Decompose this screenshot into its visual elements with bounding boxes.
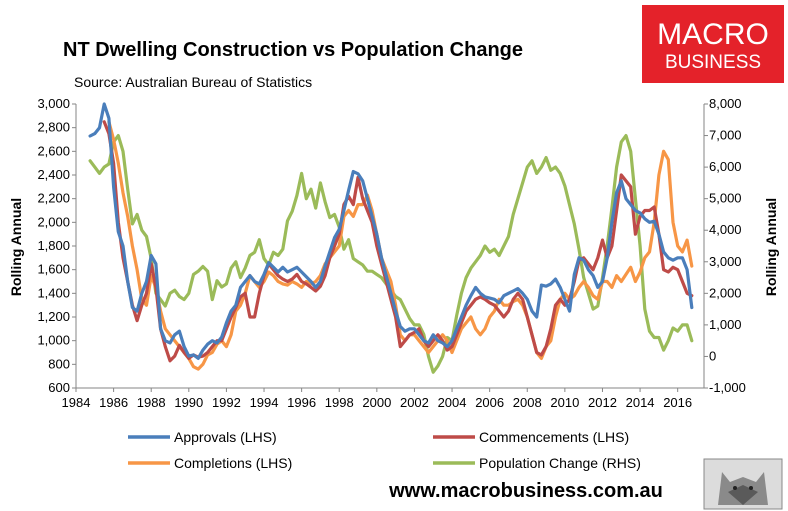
x-tick-label: 2006: [475, 395, 504, 410]
x-tick-label: 2002: [400, 395, 429, 410]
y-left-tick-label: 1,400: [37, 285, 70, 300]
x-tick-label: 1988: [137, 395, 166, 410]
y-left-tick-label: 2,400: [37, 167, 70, 182]
y-left-tick-label: 1,200: [37, 309, 70, 324]
y-left-tick-label: 1,000: [37, 333, 70, 348]
axes: 3,000 2,800 2,600 2,400 2,200 2,000 1,800 1,600…: [37, 96, 745, 410]
series-line-approvals: [88, 102, 694, 360]
x-tick-label: 1994: [250, 395, 279, 410]
y-left-tick-label: 2,600: [37, 143, 70, 158]
y-right-tick-label: 6,000: [709, 159, 742, 174]
x-tick-label: 2004: [438, 395, 467, 410]
legend-label: Completions (LHS): [174, 455, 292, 471]
legend-item-commencements: Commencements (LHS): [433, 429, 629, 445]
y-right-tick-label: 7,000: [709, 128, 742, 143]
y-left-tick-label: 2,800: [37, 120, 70, 135]
y-right-tick-label: 1,000: [709, 317, 742, 332]
x-tick-label: 2016: [663, 395, 692, 410]
y-axis-right-title: Rolling Annual: [763, 198, 779, 296]
x-tick-label: 1986: [99, 395, 128, 410]
y-right-tick-label: 4,000: [709, 222, 742, 237]
x-tick-label: 2010: [550, 395, 579, 410]
legend-item-approvals: Approvals (LHS): [128, 429, 277, 445]
x-tick-label: 1996: [287, 395, 316, 410]
x-tick-label: 2008: [513, 395, 542, 410]
brand-logo-line2: BUSINESS: [665, 52, 761, 73]
y-right-tick-label: 0: [709, 348, 716, 363]
y-axis-left-title: Rolling Annual: [8, 198, 24, 296]
chart-title: NT Dwelling Construction vs Population C…: [63, 39, 523, 61]
y-left-tick-label: 2,200: [37, 191, 70, 206]
legend-label: Population Change (RHS): [479, 455, 641, 471]
x-tick-label: 1992: [212, 395, 241, 410]
legend-label: Approvals (LHS): [174, 429, 277, 445]
y-left-tick-label: 1,600: [37, 262, 70, 277]
y-left-tick-label: 1,800: [37, 238, 70, 253]
x-tick-label: 1998: [325, 395, 354, 410]
wolf-logo-icon: [703, 458, 783, 510]
series-line-commencements: [102, 120, 694, 363]
legend: Approvals (LHS) Commencements (LHS) Comple…: [128, 429, 641, 471]
y-right-tick-label: 3,000: [709, 254, 742, 269]
x-tick-label: 1990: [174, 395, 203, 410]
legend-label: Commencements (LHS): [479, 429, 629, 445]
brand-logo-background: [642, 5, 784, 83]
footer-url: www.macrobusiness.com.au: [388, 480, 663, 502]
x-tick-label: 2012: [588, 395, 617, 410]
x-tick-label: 1984: [62, 395, 91, 410]
x-tick-label: 2000: [362, 395, 391, 410]
y-right-tick-label: 5,000: [709, 191, 742, 206]
x-tick-label: 2014: [626, 395, 655, 410]
series-line-completions: [107, 120, 694, 371]
chart-subtitle: Source: Australian Bureau of Statistics: [74, 74, 312, 90]
brand-logo: MACRO BUSINESS: [642, 5, 784, 83]
y-left-tick-label: 2,000: [37, 214, 70, 229]
legend-item-completions: Completions (LHS): [128, 455, 292, 471]
y-left-tick-label: 3,000: [37, 96, 70, 111]
y-right-tick-label: -1,000: [709, 380, 746, 395]
y-left-tick-label: 800: [48, 356, 70, 371]
y-left-tick-label: 600: [48, 380, 70, 395]
y-right-tick-label: 2,000: [709, 285, 742, 300]
y-right-tick-label: 8,000: [709, 96, 742, 111]
legend-item-population-change: Population Change (RHS): [433, 455, 641, 471]
series-lines: [88, 102, 694, 374]
brand-logo-line1: MACRO: [657, 18, 769, 51]
